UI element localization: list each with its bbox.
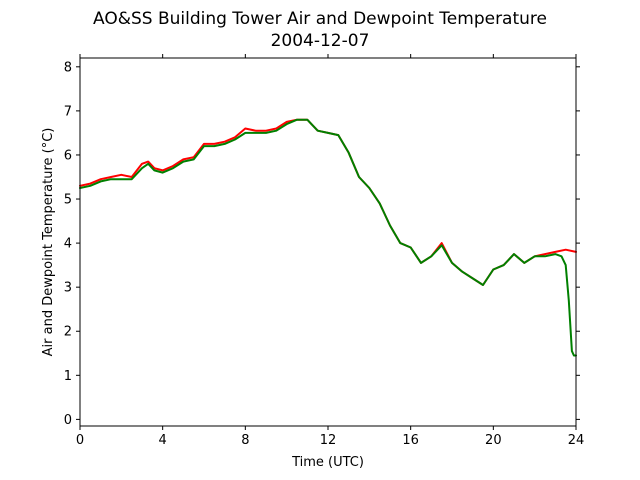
y-tick-label: 7: [64, 104, 72, 119]
y-tick-label: 8: [64, 60, 72, 75]
y-tick-label: 2: [64, 325, 72, 340]
x-tick-label: 20: [485, 433, 502, 448]
y-tick-label: 6: [64, 148, 72, 163]
chart-title: AO&SS Building Tower Air and Dewpoint Te…: [93, 9, 547, 29]
x-tick-label: 12: [320, 433, 337, 448]
y-tick-label: 3: [64, 281, 72, 296]
y-tick-label: 5: [64, 193, 72, 208]
series-line-0: [79, 118, 577, 286]
plot-frame: [79, 57, 577, 427]
series-line-1: [79, 118, 577, 357]
chart-subtitle: 2004-12-07: [271, 31, 370, 51]
x-tick-label: 0: [76, 433, 84, 448]
x-tick-label: 16: [402, 433, 419, 448]
x-axis-label: Time (UTC): [291, 455, 364, 470]
x-tick-label: 4: [159, 433, 167, 448]
x-tick-label: 8: [241, 433, 249, 448]
y-tick-label: 4: [64, 237, 72, 252]
y-tick-label: 1: [64, 369, 72, 384]
series-layer: [79, 118, 577, 357]
x-tick-label: 24: [568, 433, 585, 448]
y-axis-label: Air and Dewpoint Temperature (°C): [41, 128, 56, 357]
y-tick-label: 0: [64, 413, 72, 428]
